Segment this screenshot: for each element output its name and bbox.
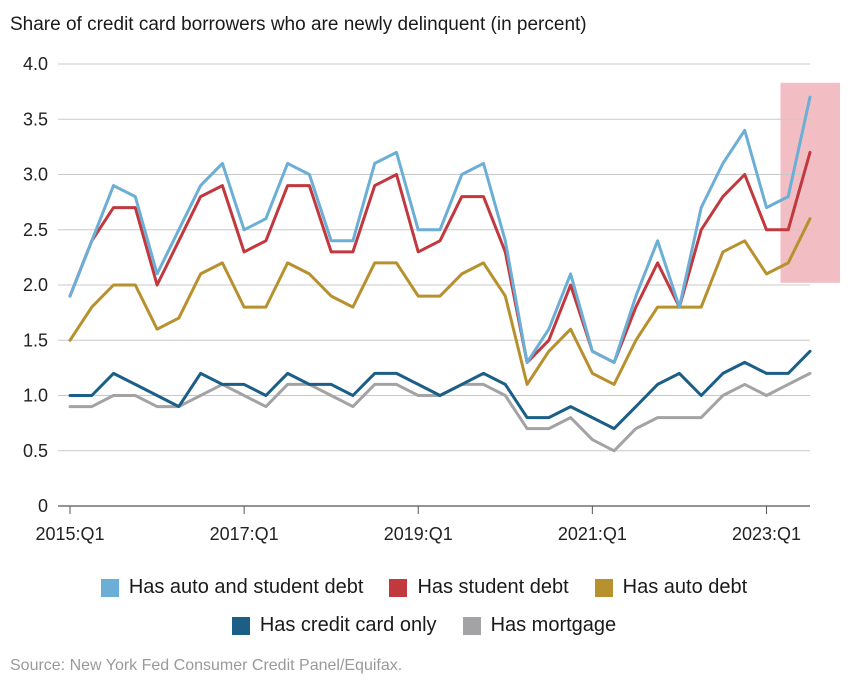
source-note: Source: New York Fed Consumer Credit Pan… — [10, 657, 403, 674]
legend-label: Has auto and student debt — [128, 576, 364, 598]
y-tick-label: 3.0 — [23, 165, 48, 185]
legend-row-2: Has credit card only Has mortgage — [0, 614, 848, 637]
series-line-has-auto-and-student-debt — [68, 95, 812, 364]
legend-label: Has student debt — [417, 576, 569, 598]
legend-swatch — [100, 578, 119, 597]
x-tick-label: 2015:Q1 — [35, 524, 104, 544]
y-tick-label: 2.0 — [23, 275, 48, 295]
legend-label: Has auto debt — [622, 576, 748, 598]
legend-item-credit-card-only: Has credit card only — [231, 614, 437, 637]
x-tick-label: 2023:Q1 — [732, 524, 801, 544]
legend-swatch — [594, 578, 613, 597]
chart-title: Share of credit card borrowers who are n… — [10, 14, 587, 35]
legend-swatch — [231, 616, 250, 635]
legend-item-auto-and-student-debt: Has auto and student debt — [100, 576, 364, 599]
grid-layer — [58, 63, 810, 507]
x-axis-ticks: 2015:Q1 2017:Q1 2019:Q1 2021:Q1 2023:Q1 — [35, 506, 801, 544]
legend-swatch — [389, 578, 408, 597]
series-line-has-auto-debt — [68, 217, 812, 386]
y-tick-label: 0 — [38, 496, 48, 516]
line-chart: 0 0.5 1.0 1.5 2.0 2.5 3.0 3.5 4.0 2015:Q1 2017:Q1… — [23, 54, 840, 544]
x-tick-label: 2017:Q1 — [210, 524, 279, 544]
legend-label: Has mortgage — [490, 614, 617, 636]
y-tick-label: 3.5 — [23, 109, 48, 129]
x-tick-label: 2021:Q1 — [558, 524, 627, 544]
series-line-has-student-debt — [68, 150, 812, 364]
legend-label: Has credit card only — [259, 614, 437, 636]
y-axis-ticks: 0 0.5 1.0 1.5 2.0 2.5 3.0 3.5 4.0 — [23, 54, 48, 516]
legend-item-auto-debt: Has auto debt — [594, 576, 748, 599]
series-line-has-mortgage — [68, 371, 812, 453]
series-line-has-credit-card-only — [68, 349, 812, 431]
y-tick-label: 4.0 — [23, 54, 48, 74]
series-layer — [68, 95, 812, 453]
highlight-box — [780, 82, 840, 283]
highlight-layer — [780, 82, 840, 283]
y-tick-label: 2.5 — [23, 220, 48, 240]
legend-swatch — [462, 616, 481, 635]
x-tick-label: 2019:Q1 — [384, 524, 453, 544]
y-tick-label: 1.5 — [23, 330, 48, 350]
legend-row-1: Has auto and student debt Has student de… — [0, 576, 848, 599]
legend-item-mortgage: Has mortgage — [462, 614, 617, 637]
y-tick-label: 0.5 — [23, 441, 48, 461]
y-tick-label: 1.0 — [23, 386, 48, 406]
legend-item-student-debt: Has student debt — [389, 576, 569, 599]
